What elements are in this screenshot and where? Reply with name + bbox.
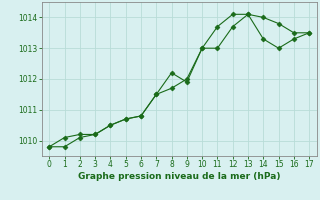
X-axis label: Graphe pression niveau de la mer (hPa): Graphe pression niveau de la mer (hPa) [78, 172, 280, 181]
